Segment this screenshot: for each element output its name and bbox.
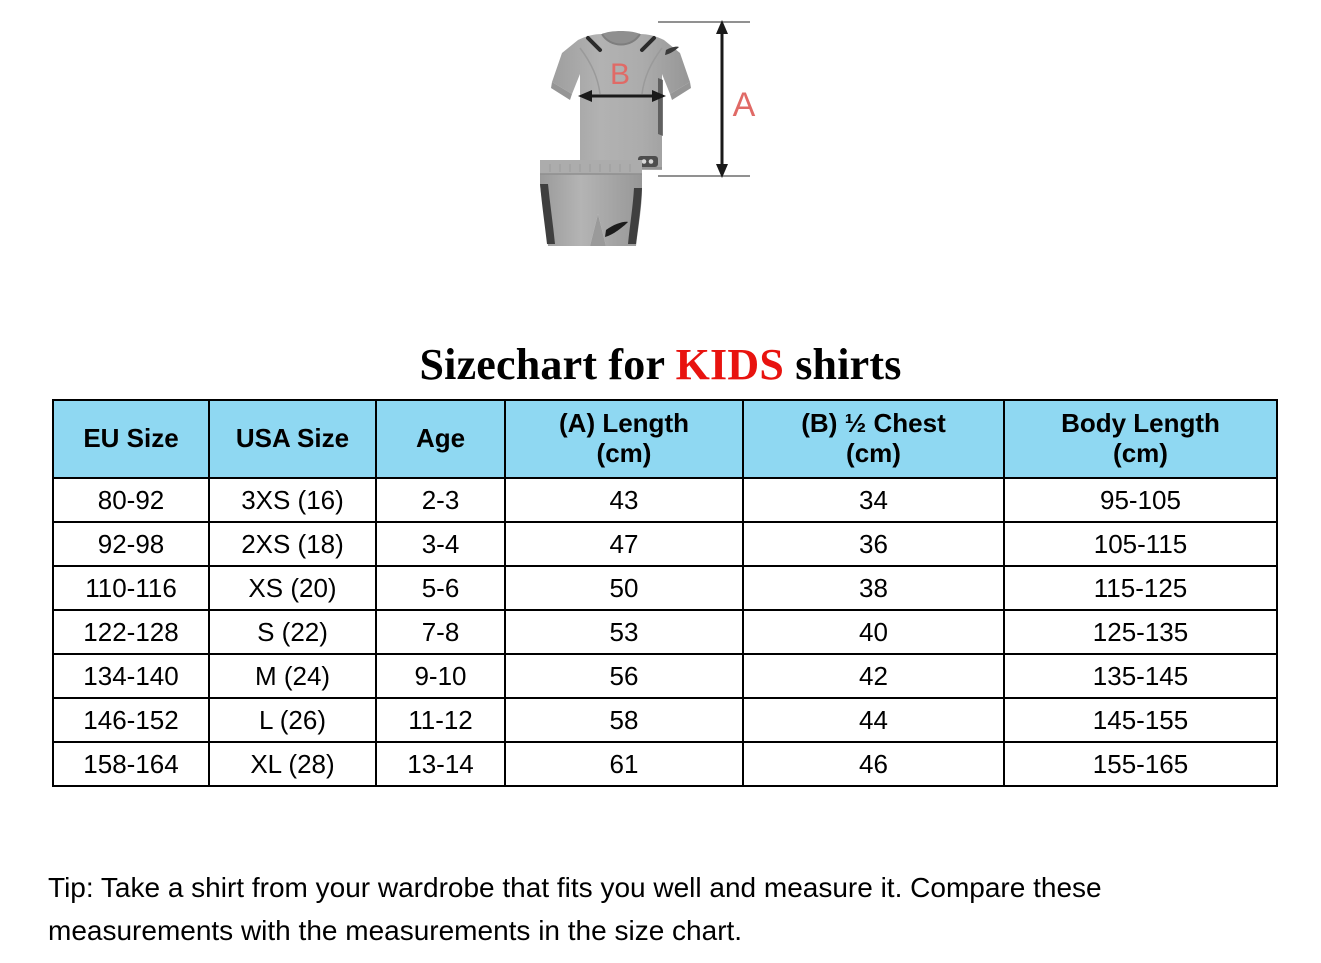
table-header-row: EU Size USA Size Age (A) Length (cm) (B)… [52,399,1278,479]
column-header-eu-size: EU Size [52,399,210,479]
column-header-age: Age [375,399,506,479]
table-cell-usa: S (22) [208,609,377,655]
table-row: 122-128 S (22) 7-8 53 40 125-135 [52,609,1278,655]
table-cell-body: 95-105 [1003,477,1278,523]
table-cell-length: 50 [504,565,744,611]
table-cell-age: 7-8 [375,609,506,655]
tip-text: Tip: Take a shirt from your wardrobe tha… [48,872,1102,947]
column-header-label: EU Size [83,423,179,454]
product-measurement-figure: A B [510,8,810,280]
table-cell-age: 3-4 [375,521,506,567]
table-cell-length: 53 [504,609,744,655]
table-cell-chest: 36 [742,521,1005,567]
table-cell-chest: 34 [742,477,1005,523]
table-cell-chest: 38 [742,565,1005,611]
table-cell-chest: 40 [742,609,1005,655]
table-cell-usa: M (24) [208,653,377,699]
table-row: 134-140 M (24) 9-10 56 42 135-145 [52,653,1278,699]
table-cell-usa: L (26) [208,697,377,743]
table-cell-eu: 134-140 [52,653,210,699]
column-header-label: USA Size [235,423,350,454]
table-cell-body: 155-165 [1003,741,1278,787]
table-cell-length: 47 [504,521,744,567]
table-cell-usa: 2XS (18) [208,521,377,567]
table-row: 80-92 3XS (16) 2-3 43 34 95-105 [52,477,1278,523]
table-cell-age: 11-12 [375,697,506,743]
table-cell-eu: 158-164 [52,741,210,787]
table-cell-body: 135-145 [1003,653,1278,699]
column-header-unit: (cm) [846,438,901,468]
page-title-highlight: KIDS [675,340,784,390]
shorts-graphic [540,160,642,246]
shirt-graphic [551,31,691,170]
table-row: 158-164 XL (28) 13-14 61 46 155-165 [52,741,1278,787]
table-cell-age: 9-10 [375,653,506,699]
sizechart-table: EU Size USA Size Age (A) Length (cm) (B)… [52,399,1278,787]
measurement-guides [578,20,750,178]
table-cell-age: 2-3 [375,477,506,523]
column-header-label: Age [415,423,466,454]
table-cell-body: 125-135 [1003,609,1278,655]
table-cell-usa: XS (20) [208,565,377,611]
table-cell-usa: 3XS (16) [208,477,377,523]
table-cell-length: 61 [504,741,744,787]
table-row: 146-152 L (26) 11-12 58 44 145-155 [52,697,1278,743]
table-cell-age: 13-14 [375,741,506,787]
column-header-unit: (cm) [1113,438,1168,468]
table-cell-length: 43 [504,477,744,523]
table-cell-eu: 110-116 [52,565,210,611]
table-row: 92-98 2XS (18) 3-4 47 36 105-115 [52,521,1278,567]
measure-label-b: B [610,58,630,91]
table-row: 110-116 XS (20) 5-6 50 38 115-125 [52,565,1278,611]
table-cell-eu: 92-98 [52,521,210,567]
page-title-prefix: Sizechart for [419,340,676,390]
page-title-suffix: shirts [784,340,902,390]
table-cell-eu: 146-152 [52,697,210,743]
column-header-usa-size: USA Size [208,399,377,479]
table-cell-body: 145-155 [1003,697,1278,743]
column-header-label: (A) Length [559,408,689,439]
column-header-label: (B) ½ Chest [801,408,946,439]
table-cell-eu: 80-92 [52,477,210,523]
table-cell-age: 5-6 [375,565,506,611]
table-cell-body: 115-125 [1003,565,1278,611]
measure-label-a: A [733,86,756,124]
table-cell-chest: 42 [742,653,1005,699]
column-header-body-length: Body Length (cm) [1003,399,1278,479]
column-header-unit: (cm) [596,438,652,468]
page-title: Sizechart for KIDS shirts [0,339,1321,390]
table-cell-length: 58 [504,697,744,743]
column-header-a-length: (A) Length (cm) [504,399,744,479]
column-header-b-half-chest: (B) ½ Chest (cm) [742,399,1005,479]
column-header-label: Body Length [1061,408,1220,439]
table-cell-chest: 44 [742,697,1005,743]
table-cell-chest: 46 [742,741,1005,787]
table-cell-eu: 122-128 [52,609,210,655]
table-cell-usa: XL (28) [208,741,377,787]
table-cell-body: 105-115 [1003,521,1278,567]
table-cell-length: 56 [504,653,744,699]
